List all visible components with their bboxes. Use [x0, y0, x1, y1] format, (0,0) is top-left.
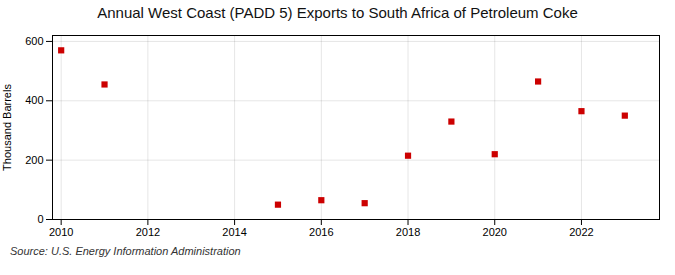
svg-text:Thousand Barrels: Thousand Barrels: [1, 84, 13, 171]
svg-text:2012: 2012: [136, 226, 160, 238]
html-text:Annual West Coast (PADD 5) Exp: Annual West Coast (PADD 5) Exports to So…: [97, 4, 578, 21]
svg-text:600: 600: [25, 35, 43, 47]
svg-text:200: 200: [25, 154, 43, 166]
svg-text:0: 0: [37, 213, 43, 225]
svg-text:2018: 2018: [396, 226, 420, 238]
svg-text:400: 400: [25, 94, 43, 106]
svg-text:2020: 2020: [483, 226, 507, 238]
svg-text:2010: 2010: [49, 226, 73, 238]
html-text:Source: U.S. Energy Informatio: Source: U.S. Energy Information Administ…: [10, 245, 241, 257]
svg-text:2016: 2016: [309, 226, 333, 238]
svg-text:2022: 2022: [569, 226, 593, 238]
svg-text:2014: 2014: [222, 226, 246, 238]
